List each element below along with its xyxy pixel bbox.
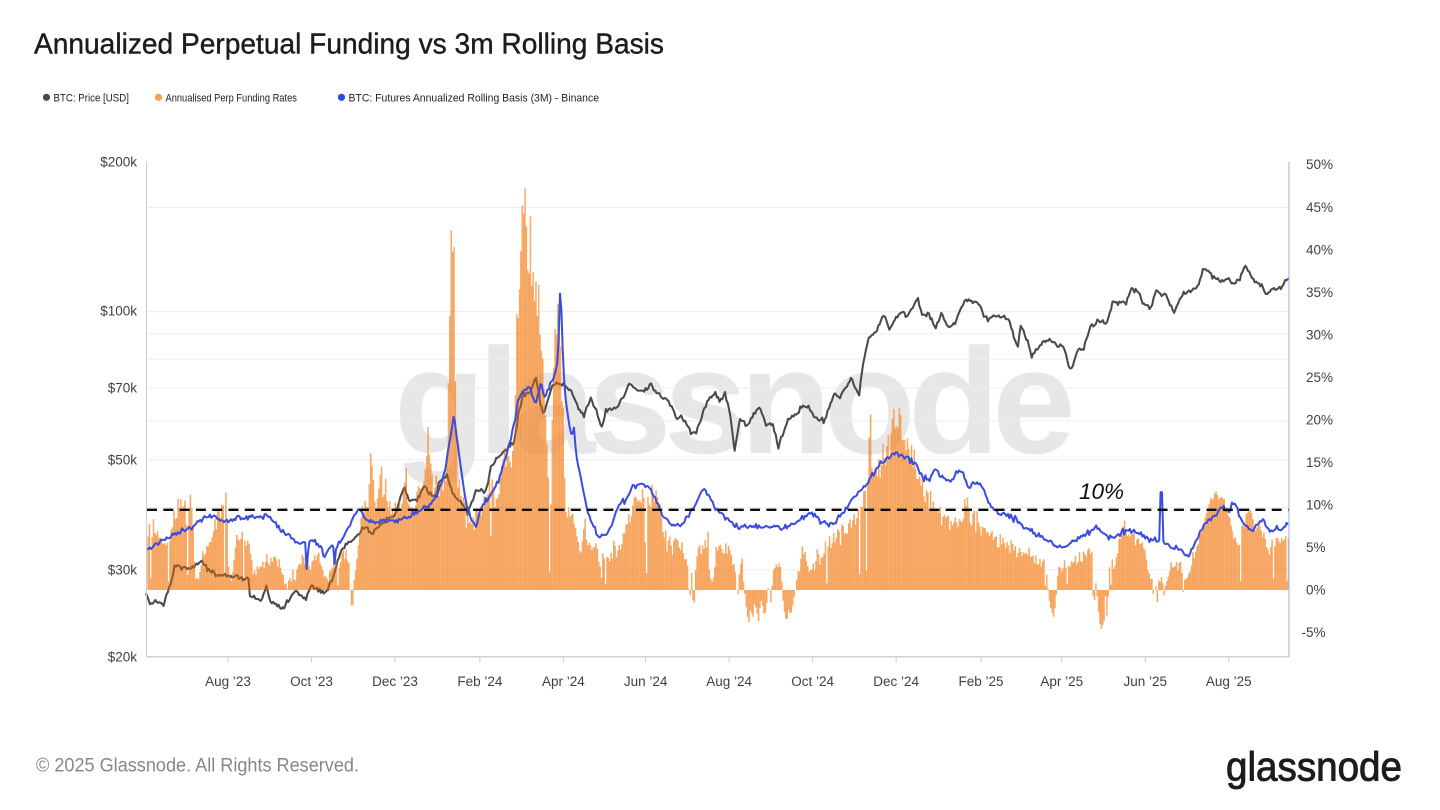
svg-text:Feb ’24: Feb ’24 bbox=[457, 674, 503, 689]
svg-text:Aug ’24: Aug ’24 bbox=[706, 674, 752, 689]
svg-text:25%: 25% bbox=[1306, 370, 1333, 385]
svg-text:Annualized Perpetual Funding v: Annualized Perpetual Funding vs 3m Rolli… bbox=[34, 29, 664, 61]
svg-text:$30k: $30k bbox=[108, 563, 138, 578]
svg-text:Feb ’25: Feb ’25 bbox=[958, 674, 1003, 689]
svg-text:© 2025 Glassnode. All Rights R: © 2025 Glassnode. All Rights Reserved. bbox=[36, 756, 359, 777]
svg-text:Dec ’24: Dec ’24 bbox=[873, 674, 919, 689]
svg-text:5%: 5% bbox=[1306, 540, 1326, 555]
svg-text:50%: 50% bbox=[1306, 157, 1333, 172]
svg-text:Jun ’24: Jun ’24 bbox=[624, 674, 668, 689]
svg-text:$200k: $200k bbox=[100, 155, 137, 170]
svg-text:Oct ’24: Oct ’24 bbox=[791, 674, 834, 689]
svg-text:Apr ’25: Apr ’25 bbox=[1040, 674, 1083, 689]
svg-text:BTC: Price [USD]: BTC: Price [USD] bbox=[54, 93, 129, 105]
svg-text:$20k: $20k bbox=[108, 650, 138, 665]
svg-text:30%: 30% bbox=[1306, 327, 1333, 342]
svg-text:Annualised Perp Funding Rates: Annualised Perp Funding Rates bbox=[166, 93, 298, 105]
svg-text:15%: 15% bbox=[1306, 455, 1333, 470]
svg-text:10%: 10% bbox=[1306, 498, 1333, 513]
svg-text:Jun ’25: Jun ’25 bbox=[1124, 674, 1168, 689]
svg-text:-5%: -5% bbox=[1302, 625, 1326, 640]
svg-text:35%: 35% bbox=[1306, 285, 1333, 300]
svg-text:glassnode: glassnode bbox=[1226, 744, 1402, 790]
svg-text:20%: 20% bbox=[1306, 413, 1333, 428]
svg-text:40%: 40% bbox=[1306, 242, 1333, 257]
svg-text:Aug ’25: Aug ’25 bbox=[1206, 674, 1252, 689]
svg-text:45%: 45% bbox=[1306, 200, 1333, 215]
svg-text:$100k: $100k bbox=[100, 304, 137, 319]
svg-text:0%: 0% bbox=[1306, 583, 1326, 598]
svg-text:Apr ’24: Apr ’24 bbox=[542, 674, 585, 689]
svg-text:Aug ’23: Aug ’23 bbox=[205, 674, 251, 689]
svg-text:Oct ’23: Oct ’23 bbox=[290, 674, 333, 689]
svg-text:10%: 10% bbox=[1079, 479, 1124, 504]
svg-text:Dec ’23: Dec ’23 bbox=[372, 674, 418, 689]
svg-text:$70k: $70k bbox=[108, 380, 138, 395]
svg-text:$50k: $50k bbox=[108, 453, 138, 468]
svg-text:BTC: Futures Annualized Rollin: BTC: Futures Annualized Rolling Basis (3… bbox=[349, 93, 600, 105]
